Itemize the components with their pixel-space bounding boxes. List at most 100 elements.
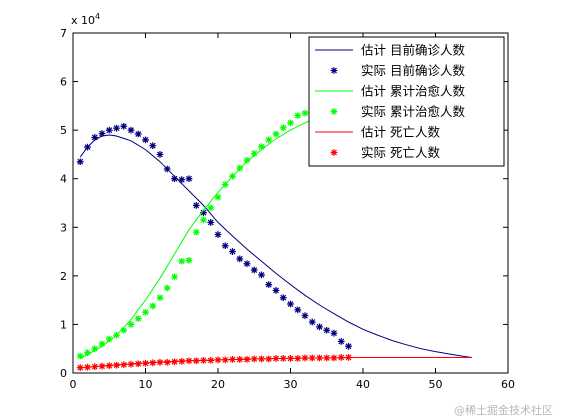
series-point	[301, 109, 309, 117]
series-point	[178, 357, 186, 365]
series-point	[185, 175, 193, 183]
y-scale-base: x 10	[71, 14, 95, 27]
series-point	[294, 112, 302, 119]
series-point	[323, 326, 331, 334]
series-point	[171, 175, 178, 183]
series-point	[149, 359, 157, 367]
plot-frame	[72, 32, 509, 374]
y-tick-label: 2	[60, 270, 67, 283]
watermark-text: @稀土掘金技术社区	[454, 404, 553, 417]
series-point	[113, 124, 120, 132]
series-point	[200, 209, 207, 217]
series-0	[79, 134, 472, 358]
series-point	[105, 335, 113, 343]
y-tick-label: 7	[60, 27, 67, 40]
series-point	[127, 360, 135, 368]
series-point	[134, 315, 142, 322]
legend-marker-swatch	[330, 67, 338, 74]
series-point	[301, 312, 309, 320]
series-point	[134, 360, 142, 368]
series-point	[229, 356, 236, 363]
legend-entry: 估计 目前确诊人数	[315, 43, 465, 58]
series-point	[258, 355, 265, 363]
series-point	[98, 362, 106, 370]
series-point	[163, 165, 171, 173]
series-point	[250, 355, 258, 363]
series-point	[243, 156, 251, 164]
series-point	[84, 349, 91, 356]
series-point	[171, 273, 178, 281]
series-point	[149, 302, 157, 310]
series-point	[98, 340, 106, 348]
series-point	[120, 122, 128, 130]
series-point	[192, 202, 200, 209]
series-point	[163, 284, 171, 292]
series-point	[279, 355, 287, 362]
series-point	[287, 300, 294, 308]
series-point	[279, 124, 287, 132]
series-point	[120, 361, 128, 369]
series-line	[79, 134, 472, 358]
x-tick-label: 60	[501, 378, 515, 391]
series-point	[156, 294, 164, 302]
series-point	[207, 356, 215, 364]
series-point	[163, 358, 171, 366]
y-tick-label: 0	[60, 367, 67, 380]
legend-entry: 实际 死亡人数	[330, 145, 440, 160]
legend-entry: 实际 累计治愈人数	[330, 104, 465, 119]
y-tick-label: 5	[60, 124, 67, 137]
series-point	[236, 356, 244, 363]
series-point	[76, 352, 84, 360]
series-point	[185, 357, 193, 365]
series-point	[229, 172, 236, 180]
series-point	[120, 326, 128, 334]
series-point	[287, 119, 294, 127]
series-point	[91, 345, 99, 353]
legend-label: 估计 目前确诊人数	[361, 43, 465, 58]
series-point	[272, 287, 280, 294]
series-point	[243, 356, 251, 363]
x-tick-label: 40	[356, 378, 370, 391]
x-tick-label: 0	[70, 378, 77, 391]
series-point	[84, 143, 91, 151]
series-point	[142, 359, 149, 367]
series-point	[192, 357, 200, 365]
series-point	[76, 158, 84, 166]
series-point	[214, 356, 222, 364]
legend-entry: 估计 累计治愈人数	[315, 84, 465, 99]
series-point	[258, 271, 265, 279]
axis-ticks: 0 10 20 30 40 50 60 0 1 2 3 4 5 6 7	[60, 27, 515, 391]
series-5	[76, 354, 352, 372]
series-point	[301, 354, 309, 362]
legend-label: 实际 死亡人数	[361, 145, 440, 160]
series-point	[105, 126, 113, 134]
legend-entry: 估计 死亡人数	[315, 125, 440, 140]
series-point	[323, 354, 331, 362]
series-point	[98, 130, 106, 137]
series-point	[207, 219, 215, 226]
legend-label: 实际 目前确诊人数	[361, 63, 465, 78]
series-point	[113, 331, 120, 339]
legend-label: 实际 累计治愈人数	[361, 104, 465, 119]
x-tick-label: 10	[139, 378, 153, 391]
series-point	[221, 356, 229, 364]
series-point	[337, 354, 345, 361]
series-point	[272, 130, 280, 138]
series-point	[345, 342, 352, 350]
series-point	[265, 136, 273, 144]
legend-label: 估计 累计治愈人数	[361, 84, 465, 99]
series-point	[113, 361, 120, 369]
series-point	[84, 363, 91, 371]
series-point	[142, 136, 149, 144]
series-point	[178, 176, 186, 184]
series-point	[207, 204, 215, 212]
series-point	[294, 355, 302, 362]
series-point	[127, 126, 135, 134]
series-point	[200, 356, 207, 364]
series-point	[171, 358, 178, 366]
legend-box	[308, 36, 505, 167]
series-point	[258, 143, 265, 151]
series-point	[265, 281, 273, 288]
y-scale-exponent: 4	[95, 12, 100, 21]
